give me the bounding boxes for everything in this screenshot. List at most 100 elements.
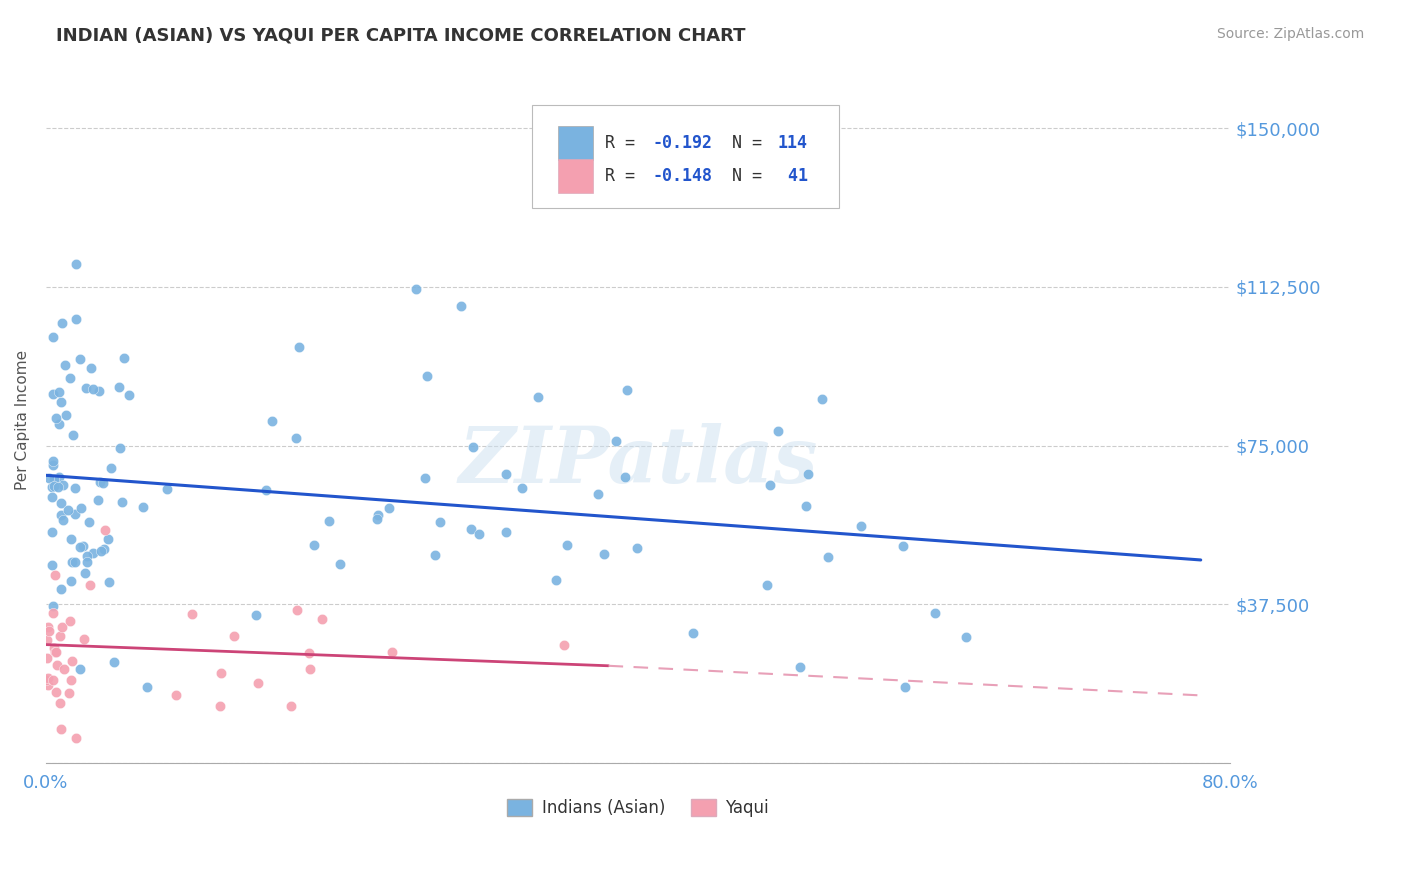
Point — [103, 655, 125, 669]
Text: N =: N = — [711, 167, 772, 185]
Text: ZIPatlas: ZIPatlas — [458, 423, 818, 500]
Point — [37, 620, 59, 634]
Point — [59, 673, 82, 687]
Point — [37, 671, 59, 685]
Text: N =: N = — [711, 134, 772, 152]
Point — [51, 496, 73, 510]
Point — [52, 662, 75, 676]
Point — [429, 516, 451, 530]
Point — [526, 390, 548, 404]
Point — [41, 558, 63, 573]
Point — [93, 542, 115, 557]
Point — [553, 638, 575, 652]
Point — [849, 519, 872, 533]
Point — [49, 696, 72, 710]
Point — [42, 640, 65, 655]
Point — [69, 540, 91, 554]
Point — [112, 351, 135, 366]
Point — [49, 508, 72, 522]
Point — [682, 625, 704, 640]
Point — [415, 471, 437, 485]
Point — [245, 607, 267, 622]
Point — [302, 538, 325, 552]
Legend: Indians (Asian), Yaqui: Indians (Asian), Yaqui — [501, 792, 776, 823]
Point — [298, 646, 321, 660]
Point — [495, 467, 517, 481]
Point — [56, 502, 79, 516]
Text: INDIAN (ASIAN) VS YAQUI PER CAPITA INCOME CORRELATION CHART: INDIAN (ASIAN) VS YAQUI PER CAPITA INCOM… — [56, 27, 745, 45]
Point — [131, 500, 153, 515]
Point — [51, 477, 73, 491]
Y-axis label: Per Capita Income: Per Capita Income — [15, 351, 30, 491]
Point — [44, 568, 66, 582]
Point — [89, 475, 111, 490]
Point — [55, 409, 77, 423]
Point — [555, 538, 578, 552]
Point — [450, 299, 472, 313]
Point — [415, 368, 437, 383]
Point — [97, 532, 120, 546]
Point — [80, 361, 103, 376]
Point — [794, 499, 817, 513]
Point — [49, 394, 72, 409]
Point — [60, 574, 83, 588]
Point — [107, 379, 129, 393]
Point — [136, 680, 159, 694]
Point — [79, 578, 101, 592]
Point — [280, 698, 302, 713]
Point — [73, 566, 96, 580]
Point — [45, 411, 67, 425]
Point — [73, 632, 96, 646]
Point — [70, 500, 93, 515]
Point — [45, 685, 67, 699]
Point — [209, 665, 232, 680]
Point — [98, 575, 121, 590]
Text: 114: 114 — [778, 134, 808, 152]
Point — [605, 434, 627, 448]
Point — [75, 382, 97, 396]
Point — [63, 481, 86, 495]
Point — [76, 555, 98, 569]
Point — [311, 612, 333, 626]
Point — [76, 549, 98, 563]
Point — [65, 312, 87, 326]
Point — [299, 662, 322, 676]
Text: -0.148: -0.148 — [652, 167, 713, 185]
Point — [405, 282, 427, 296]
Point — [42, 606, 65, 620]
Text: R =: R = — [605, 167, 645, 185]
Point — [287, 341, 309, 355]
Point — [94, 524, 117, 538]
Text: 41: 41 — [778, 167, 808, 185]
Point — [48, 470, 70, 484]
Point — [91, 476, 114, 491]
Point — [49, 582, 72, 597]
Point — [35, 673, 58, 688]
Point — [58, 686, 80, 700]
Point — [111, 495, 134, 509]
Point — [42, 458, 65, 473]
Point — [53, 358, 76, 372]
Point — [423, 548, 446, 562]
Point — [38, 624, 60, 638]
Point — [48, 417, 70, 431]
Point — [90, 543, 112, 558]
Point — [42, 454, 65, 468]
Point — [65, 731, 87, 745]
Point — [893, 680, 915, 694]
Point — [48, 629, 70, 643]
Point — [246, 676, 269, 690]
Point — [118, 388, 141, 402]
Point — [593, 548, 616, 562]
Point — [955, 630, 977, 644]
Point — [544, 574, 567, 588]
Point — [41, 386, 63, 401]
Point — [260, 414, 283, 428]
Point — [285, 603, 308, 617]
Point — [586, 487, 609, 501]
Point — [79, 515, 101, 529]
Point — [209, 698, 232, 713]
Point — [63, 507, 86, 521]
Point — [181, 607, 204, 622]
Point — [254, 483, 277, 497]
